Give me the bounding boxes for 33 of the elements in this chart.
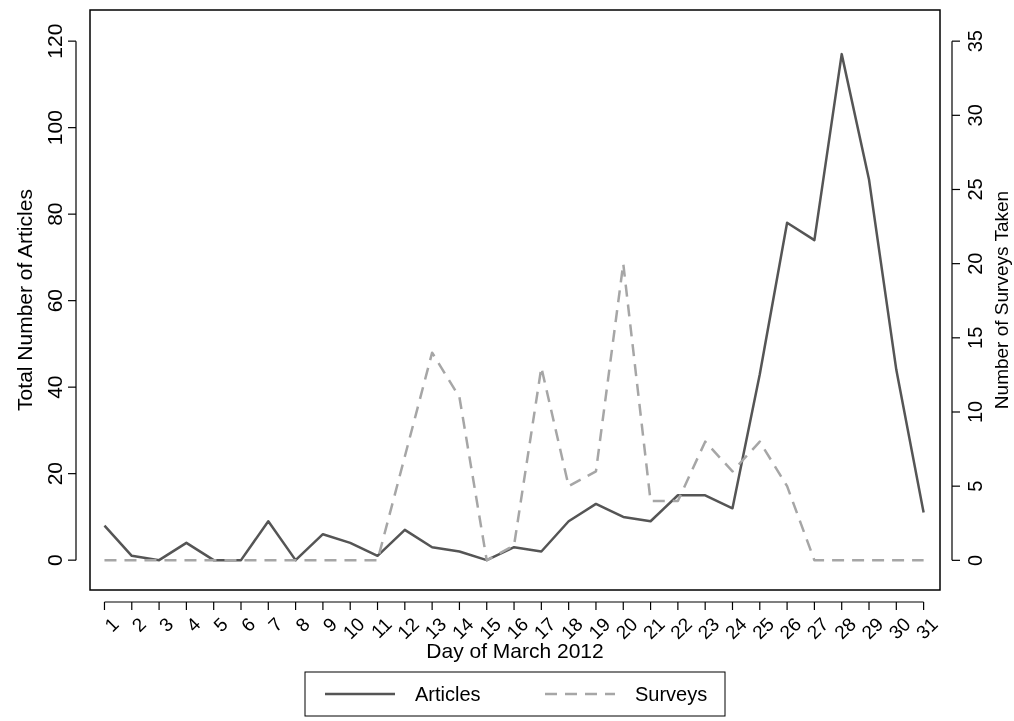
y-tick-label: 40 xyxy=(43,375,66,399)
x-tick-label: 11 xyxy=(366,613,396,643)
y2-tick-label: 15 xyxy=(964,326,986,349)
y2-tick-label: 5 xyxy=(964,480,986,492)
x-tick-label: 1 xyxy=(100,613,123,636)
y2-tick-label: 25 xyxy=(964,178,986,201)
x-tick-label: 8 xyxy=(291,613,314,636)
y-tick-label: 100 xyxy=(43,110,66,146)
y2-tick-label: 20 xyxy=(964,252,986,275)
x-tick-label: 28 xyxy=(830,613,860,644)
x-tick-label: 31 xyxy=(912,613,942,644)
y-tick-label: 0 xyxy=(43,554,66,566)
x-tick-label: 3 xyxy=(154,613,178,636)
x-tick-label: 5 xyxy=(209,613,232,636)
x-tick-label: 2 xyxy=(127,613,151,636)
y-axis-title: Total Number of Articles xyxy=(13,189,36,411)
y2-axis-title: Number of Surveys Taken xyxy=(990,190,1012,410)
y-tick-label: 60 xyxy=(43,288,66,313)
y-tick-label: 120 xyxy=(43,23,66,59)
y2-tick-label: 0 xyxy=(964,554,986,566)
y2-tick-label: 35 xyxy=(964,30,986,53)
x-tick-label: 6 xyxy=(236,613,260,636)
y2-tick-label: 30 xyxy=(964,104,986,127)
legend-label: Articles xyxy=(415,683,481,705)
y-tick-label: 80 xyxy=(43,202,66,226)
x-tick-label: 7 xyxy=(264,613,287,636)
line-series xyxy=(103,262,925,562)
line-series xyxy=(103,52,925,562)
y-tick-label: 20 xyxy=(43,461,66,486)
legend-label: Surveys xyxy=(635,683,708,705)
x-tick-label: 21 xyxy=(639,613,669,644)
x-tick-label: 4 xyxy=(182,613,205,636)
y2-tick-label: 10 xyxy=(964,400,986,424)
